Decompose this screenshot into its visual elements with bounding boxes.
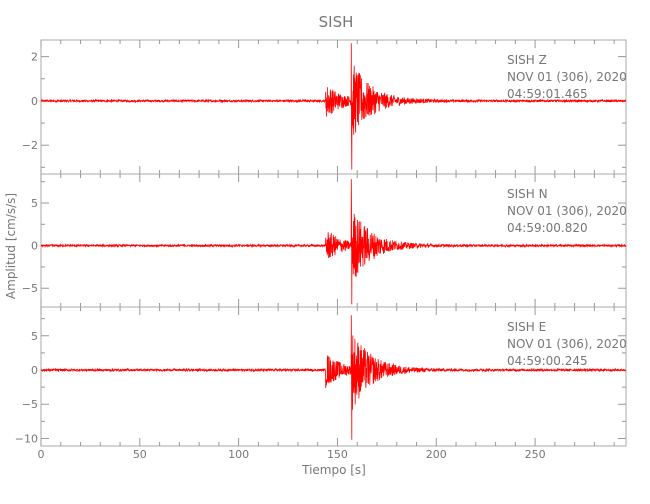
y-tick-label: 0 bbox=[31, 364, 38, 377]
y-tick-label: 5 bbox=[31, 197, 38, 210]
date-label: NOV 01 (306), 2020 bbox=[507, 204, 627, 218]
time-label: 04:59:00.820 bbox=[507, 221, 588, 235]
time-label: 04:59:01.465 bbox=[507, 87, 588, 101]
x-tick-label: 50 bbox=[133, 448, 147, 461]
panel-e: 5 0 −5 −10 SISH E NOV 01 (306), 2020 04:59:00.… bbox=[15, 306, 627, 447]
y-tick-label: 0 bbox=[31, 95, 38, 108]
x-tick-label: 250 bbox=[525, 448, 546, 461]
y-tick-label: 5 bbox=[31, 330, 38, 343]
y-tick-label: −2 bbox=[22, 139, 38, 152]
trace-n bbox=[40, 179, 627, 305]
y-tick-label: 2 bbox=[31, 51, 38, 64]
x-axis-label: Tiempo [s] bbox=[301, 463, 366, 477]
x-tick-label: 100 bbox=[228, 448, 249, 461]
y-tick-label: −10 bbox=[15, 432, 38, 445]
panel-z: 2 0 −2 SISH Z NOV 01 (306), 2020 04:59:01.465 bbox=[22, 39, 627, 175]
y-tick-label: −5 bbox=[22, 282, 38, 295]
x-tick-label: 200 bbox=[426, 448, 447, 461]
trace-z bbox=[40, 43, 627, 170]
y-tick-label: 0 bbox=[31, 240, 38, 253]
y-tick-label: −5 bbox=[22, 398, 38, 411]
y-axis-label: Amplitud [cm/s/s] bbox=[4, 193, 18, 299]
station-component-label: SISH E bbox=[507, 320, 546, 334]
x-tick-label: 0 bbox=[38, 448, 45, 461]
time-label: 04:59:00.245 bbox=[507, 354, 588, 368]
station-component-label: SISH N bbox=[507, 187, 548, 201]
trace-e bbox=[40, 315, 626, 440]
date-label: NOV 01 (306), 2020 bbox=[507, 337, 627, 351]
date-label: NOV 01 (306), 2020 bbox=[507, 70, 627, 84]
chart-title: SISH bbox=[319, 13, 354, 31]
panel-frame bbox=[40, 306, 627, 447]
panel-n: 5 0 −5 SISH N NOV 01 (306), 2020 04:59:00.820 bbox=[22, 173, 627, 308]
station-component-label: SISH Z bbox=[507, 53, 547, 67]
x-tick-label: 150 bbox=[327, 448, 348, 461]
